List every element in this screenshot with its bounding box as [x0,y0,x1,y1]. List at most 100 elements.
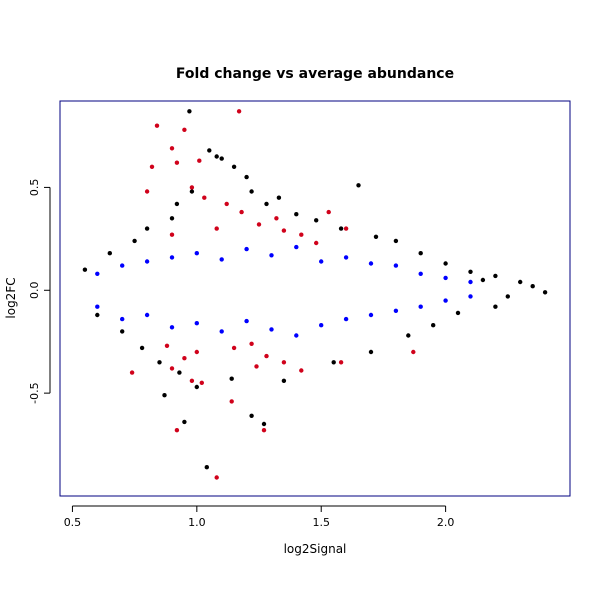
data-point-blue [418,304,423,309]
data-point-blue [244,246,249,252]
data-point-blue [443,298,448,303]
data-point-red [281,228,287,233]
data-point-red [189,185,195,190]
data-point-red [256,222,262,227]
data-point-black [264,201,269,207]
data-point-black [162,393,167,398]
x-tick-label: 1.0 [188,516,206,529]
data-point-black [418,251,423,256]
data-point-black [107,251,113,256]
data-point-blue [194,321,199,326]
data-point-black [174,201,180,207]
data-point-red [144,189,150,194]
data-point-black [207,148,212,153]
data-point-black [249,413,254,418]
data-point-blue [468,279,473,285]
data-point-red [261,428,267,433]
data-point-black [338,226,344,231]
data-point-blue [294,244,299,250]
y-tick-label: 0.5 [28,179,41,197]
data-point-blue [219,329,224,334]
x-tick-label: 2.0 [437,516,455,529]
data-point-red [189,378,195,383]
data-point-red [129,370,135,375]
data-point-red [264,353,269,359]
data-point-blue [169,325,175,330]
data-point-black [281,378,287,383]
data-point-red [231,345,237,351]
data-point-blue [343,255,349,260]
data-point-blue [144,312,150,318]
data-point-black [187,109,192,114]
data-point-black [518,279,523,285]
data-point-blue [468,294,473,299]
data-point-red [154,123,160,128]
data-point-red [224,201,229,207]
data-point-blue [393,263,399,268]
chart-title: Fold change vs average abundance [176,66,454,82]
data-point-blue [319,259,324,264]
data-point-blue [194,251,199,256]
data-point-blue [418,271,423,276]
plot-frame [59,100,571,497]
data-point-blue [169,255,175,260]
x-tick-label: 0.5 [64,516,82,529]
data-point-red [239,209,244,215]
data-point-red [149,164,155,169]
data-point-black [393,238,399,244]
data-point-blue [393,308,399,313]
data-point-black [219,156,224,161]
data-point-red [214,226,219,231]
data-point-black [530,284,535,289]
data-point-black [132,238,137,244]
data-point-black [493,273,498,279]
data-point-black [505,294,510,299]
data-point-black [276,195,282,200]
data-point-black [244,174,249,180]
data-point-red [174,428,180,433]
data-point-black [204,465,209,470]
data-point-black [443,261,448,266]
data-point-blue [144,259,150,264]
data-point-red [169,366,175,371]
data-point-black [82,267,88,272]
data-point-red [164,343,170,348]
data-point-blue [294,333,299,338]
data-point-blue [244,318,249,324]
x-axis-label: log2Signal [284,542,347,556]
data-point-black [331,360,336,365]
data-point-black [231,164,237,169]
data-point-red [274,216,279,221]
data-point-blue [368,261,374,266]
data-point-red [199,380,204,385]
data-point-red [202,195,207,200]
data-point-black [169,216,175,221]
axis-layer: 0.5 1.0 1.5 2.0 -0.5 0.0 0.5 [28,179,454,529]
data-point-black [144,226,150,231]
data-point-black [249,189,254,194]
data-point-black [95,312,100,318]
data-point-red [249,341,254,346]
data-point-red [229,399,234,404]
data-point-blue [269,327,274,332]
y-tick-label: -0.5 [28,382,41,403]
data-point-red [254,364,259,369]
data-point-black [139,345,145,351]
data-point-red [299,232,304,237]
data-point-red [411,349,416,355]
data-point-black [229,376,234,381]
data-point-black [294,212,299,217]
x-tick-label: 1.5 [312,516,330,529]
data-point-blue [120,316,125,322]
data-point-black [542,290,548,295]
data-point-black [468,269,473,274]
data-point-red [174,160,180,165]
data-point-red [194,349,199,355]
data-point-black [214,154,219,159]
data-point-blue [269,253,274,258]
data-point-blue [368,312,374,318]
data-point-blue [343,316,349,322]
y-tick-label: 0.0 [28,282,41,300]
